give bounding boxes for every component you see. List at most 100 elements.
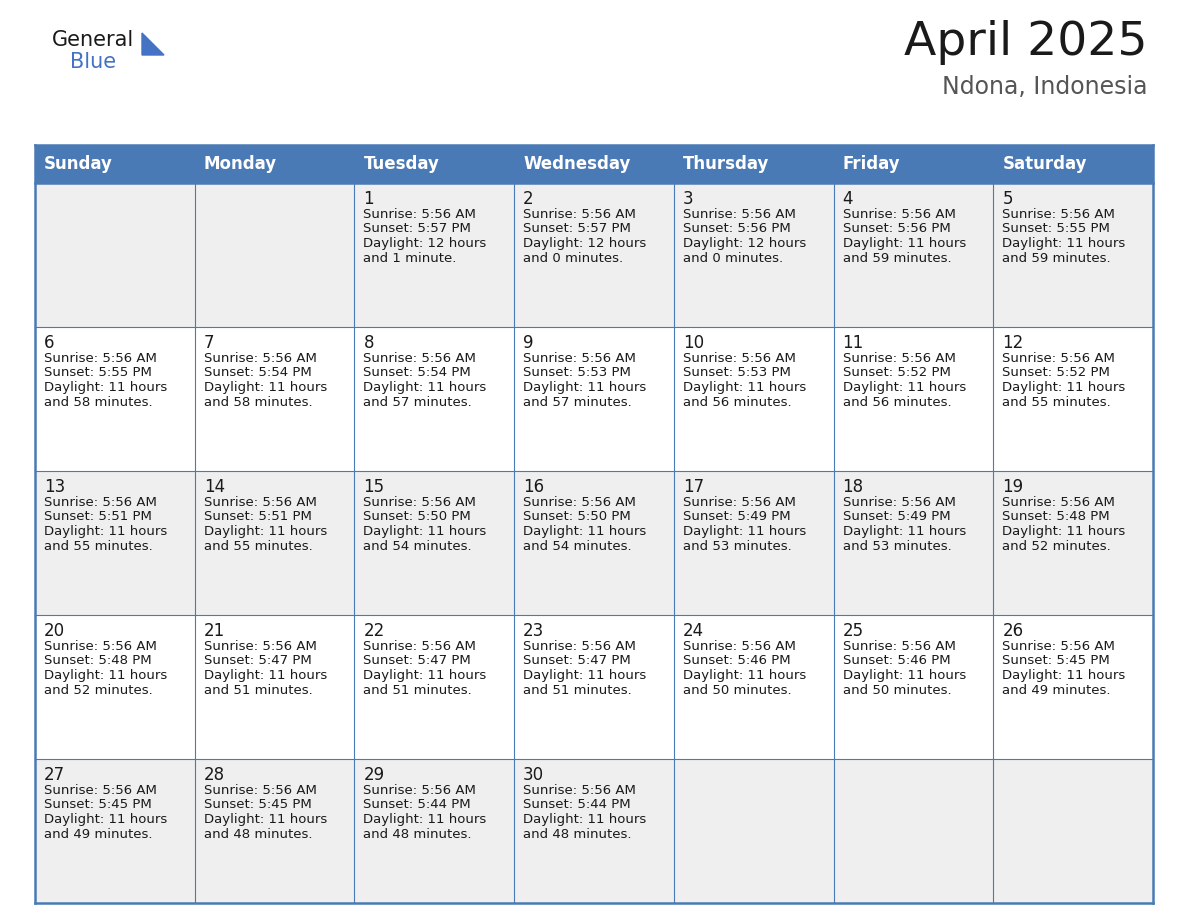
Text: 8: 8 bbox=[364, 334, 374, 352]
Text: Sunset: 5:57 PM: Sunset: 5:57 PM bbox=[364, 222, 472, 236]
Text: Sunrise: 5:56 AM: Sunrise: 5:56 AM bbox=[203, 640, 316, 653]
Text: Daylight: 11 hours: Daylight: 11 hours bbox=[203, 813, 327, 826]
Text: Sunset: 5:50 PM: Sunset: 5:50 PM bbox=[364, 510, 472, 523]
Text: 1: 1 bbox=[364, 190, 374, 208]
Text: 28: 28 bbox=[203, 766, 225, 784]
Text: Sunset: 5:53 PM: Sunset: 5:53 PM bbox=[523, 366, 631, 379]
Text: and 1 minute.: and 1 minute. bbox=[364, 252, 457, 264]
Text: Daylight: 12 hours: Daylight: 12 hours bbox=[523, 237, 646, 250]
Text: Sunrise: 5:56 AM: Sunrise: 5:56 AM bbox=[203, 352, 316, 365]
Text: Daylight: 11 hours: Daylight: 11 hours bbox=[44, 669, 168, 682]
Text: and 49 minutes.: and 49 minutes. bbox=[1003, 684, 1111, 697]
Text: Sunrise: 5:56 AM: Sunrise: 5:56 AM bbox=[842, 496, 955, 509]
Text: Sunset: 5:51 PM: Sunset: 5:51 PM bbox=[44, 510, 152, 523]
Text: Sunset: 5:51 PM: Sunset: 5:51 PM bbox=[203, 510, 311, 523]
Text: and 58 minutes.: and 58 minutes. bbox=[203, 396, 312, 409]
Text: Saturday: Saturday bbox=[1003, 155, 1087, 173]
Text: 27: 27 bbox=[44, 766, 65, 784]
Text: Sunrise: 5:56 AM: Sunrise: 5:56 AM bbox=[44, 784, 157, 797]
Text: Sunset: 5:56 PM: Sunset: 5:56 PM bbox=[683, 222, 790, 236]
Text: and 53 minutes.: and 53 minutes. bbox=[842, 540, 952, 553]
Text: Daylight: 12 hours: Daylight: 12 hours bbox=[364, 237, 487, 250]
Text: Daylight: 11 hours: Daylight: 11 hours bbox=[523, 381, 646, 394]
Text: Sunrise: 5:56 AM: Sunrise: 5:56 AM bbox=[842, 640, 955, 653]
Text: Sunset: 5:44 PM: Sunset: 5:44 PM bbox=[523, 799, 631, 812]
Text: Sunrise: 5:56 AM: Sunrise: 5:56 AM bbox=[364, 208, 476, 221]
Text: Sunrise: 5:56 AM: Sunrise: 5:56 AM bbox=[683, 208, 796, 221]
Text: Daylight: 11 hours: Daylight: 11 hours bbox=[364, 381, 487, 394]
Text: Sunset: 5:57 PM: Sunset: 5:57 PM bbox=[523, 222, 631, 236]
Text: Sunset: 5:44 PM: Sunset: 5:44 PM bbox=[364, 799, 472, 812]
Text: Sunset: 5:49 PM: Sunset: 5:49 PM bbox=[842, 510, 950, 523]
Bar bbox=[34, 615, 1154, 759]
Text: Sunrise: 5:56 AM: Sunrise: 5:56 AM bbox=[44, 640, 157, 653]
Text: Daylight: 11 hours: Daylight: 11 hours bbox=[203, 381, 327, 394]
Text: Sunset: 5:45 PM: Sunset: 5:45 PM bbox=[203, 799, 311, 812]
Text: Sunset: 5:47 PM: Sunset: 5:47 PM bbox=[364, 655, 472, 667]
Text: and 53 minutes.: and 53 minutes. bbox=[683, 540, 791, 553]
Text: and 54 minutes.: and 54 minutes. bbox=[523, 540, 632, 553]
Bar bbox=[34, 759, 1154, 903]
Text: Sunset: 5:52 PM: Sunset: 5:52 PM bbox=[842, 366, 950, 379]
Text: Sunrise: 5:56 AM: Sunrise: 5:56 AM bbox=[842, 352, 955, 365]
Text: 9: 9 bbox=[523, 334, 533, 352]
Text: and 51 minutes.: and 51 minutes. bbox=[203, 684, 312, 697]
Text: Daylight: 11 hours: Daylight: 11 hours bbox=[683, 381, 807, 394]
Text: Sunrise: 5:56 AM: Sunrise: 5:56 AM bbox=[683, 352, 796, 365]
Text: Daylight: 11 hours: Daylight: 11 hours bbox=[683, 525, 807, 538]
Text: and 57 minutes.: and 57 minutes. bbox=[523, 396, 632, 409]
Text: and 56 minutes.: and 56 minutes. bbox=[842, 396, 952, 409]
Text: Sunset: 5:47 PM: Sunset: 5:47 PM bbox=[523, 655, 631, 667]
Text: Daylight: 11 hours: Daylight: 11 hours bbox=[842, 381, 966, 394]
Text: and 51 minutes.: and 51 minutes. bbox=[364, 684, 472, 697]
Text: 12: 12 bbox=[1003, 334, 1024, 352]
Text: Sunset: 5:52 PM: Sunset: 5:52 PM bbox=[1003, 366, 1110, 379]
Text: Sunset: 5:54 PM: Sunset: 5:54 PM bbox=[203, 366, 311, 379]
Text: Daylight: 11 hours: Daylight: 11 hours bbox=[203, 669, 327, 682]
Text: Sunset: 5:46 PM: Sunset: 5:46 PM bbox=[683, 655, 790, 667]
Text: 11: 11 bbox=[842, 334, 864, 352]
Text: Daylight: 11 hours: Daylight: 11 hours bbox=[1003, 525, 1125, 538]
Text: Daylight: 11 hours: Daylight: 11 hours bbox=[523, 525, 646, 538]
Text: Friday: Friday bbox=[842, 155, 901, 173]
Text: Sunrise: 5:56 AM: Sunrise: 5:56 AM bbox=[523, 784, 636, 797]
Text: Sunset: 5:53 PM: Sunset: 5:53 PM bbox=[683, 366, 791, 379]
Text: Sunrise: 5:56 AM: Sunrise: 5:56 AM bbox=[1003, 640, 1116, 653]
Text: 7: 7 bbox=[203, 334, 214, 352]
Text: 6: 6 bbox=[44, 334, 55, 352]
Text: 10: 10 bbox=[683, 334, 704, 352]
Text: 21: 21 bbox=[203, 622, 225, 640]
Text: Daylight: 11 hours: Daylight: 11 hours bbox=[523, 813, 646, 826]
Text: Sunset: 5:46 PM: Sunset: 5:46 PM bbox=[842, 655, 950, 667]
Text: Sunrise: 5:56 AM: Sunrise: 5:56 AM bbox=[523, 208, 636, 221]
Text: 29: 29 bbox=[364, 766, 385, 784]
Text: Sunrise: 5:56 AM: Sunrise: 5:56 AM bbox=[1003, 352, 1116, 365]
Text: Daylight: 11 hours: Daylight: 11 hours bbox=[364, 525, 487, 538]
Text: and 48 minutes.: and 48 minutes. bbox=[203, 827, 312, 841]
Text: Daylight: 11 hours: Daylight: 11 hours bbox=[842, 669, 966, 682]
Text: 23: 23 bbox=[523, 622, 544, 640]
Text: Monday: Monday bbox=[203, 155, 277, 173]
Text: Ndona, Indonesia: Ndona, Indonesia bbox=[942, 75, 1148, 99]
Text: Sunset: 5:47 PM: Sunset: 5:47 PM bbox=[203, 655, 311, 667]
Text: Sunset: 5:48 PM: Sunset: 5:48 PM bbox=[44, 655, 152, 667]
Text: Sunrise: 5:56 AM: Sunrise: 5:56 AM bbox=[203, 496, 316, 509]
Text: Sunrise: 5:56 AM: Sunrise: 5:56 AM bbox=[44, 496, 157, 509]
Text: Tuesday: Tuesday bbox=[364, 155, 440, 173]
Text: 13: 13 bbox=[44, 478, 65, 496]
Text: and 57 minutes.: and 57 minutes. bbox=[364, 396, 472, 409]
Text: and 50 minutes.: and 50 minutes. bbox=[842, 684, 952, 697]
Text: and 0 minutes.: and 0 minutes. bbox=[523, 252, 624, 264]
Text: Sunrise: 5:56 AM: Sunrise: 5:56 AM bbox=[364, 496, 476, 509]
Text: and 51 minutes.: and 51 minutes. bbox=[523, 684, 632, 697]
Text: Sunset: 5:54 PM: Sunset: 5:54 PM bbox=[364, 366, 472, 379]
Text: and 50 minutes.: and 50 minutes. bbox=[683, 684, 791, 697]
Text: Sunrise: 5:56 AM: Sunrise: 5:56 AM bbox=[44, 352, 157, 365]
Text: Daylight: 11 hours: Daylight: 11 hours bbox=[1003, 381, 1125, 394]
Text: and 52 minutes.: and 52 minutes. bbox=[1003, 540, 1111, 553]
Text: April 2025: April 2025 bbox=[904, 20, 1148, 65]
Text: Sunset: 5:49 PM: Sunset: 5:49 PM bbox=[683, 510, 790, 523]
Text: and 48 minutes.: and 48 minutes. bbox=[364, 827, 472, 841]
Text: Thursday: Thursday bbox=[683, 155, 770, 173]
Text: and 52 minutes.: and 52 minutes. bbox=[44, 684, 153, 697]
